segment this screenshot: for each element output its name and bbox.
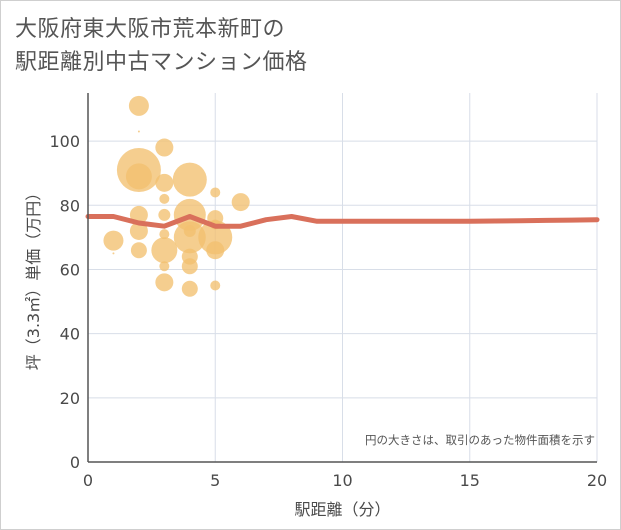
bubble-point-9: [155, 138, 174, 157]
y-tick-label-20: 20: [60, 389, 80, 408]
bubble-point-17: [172, 162, 207, 197]
y-tick-label-0: 0: [70, 453, 80, 472]
bubble-point-14: [151, 237, 178, 264]
bubble-point-28: [206, 241, 225, 260]
bubble-point-5: [125, 163, 152, 190]
bubble-point-20: [173, 221, 206, 254]
bubble-point-3: [137, 130, 140, 133]
bubble-point-1: [112, 252, 115, 255]
bubble-point-24: [210, 187, 221, 198]
bubble-point-12: [158, 208, 171, 221]
average-line-series: [85, 214, 600, 229]
x-tick-label-10: 10: [332, 471, 352, 490]
axes: [87, 93, 597, 463]
bubble-point-0: [103, 230, 124, 251]
y-tick-label-40: 40: [60, 325, 80, 344]
chart-title: 大阪府東大阪市荒本新町の 駅距離別中古マンション価格: [15, 13, 605, 79]
bubble-series: [103, 95, 250, 297]
bubble-point-8: [130, 242, 147, 259]
x-axis-label: 駅距離（分）: [294, 500, 390, 519]
bubble-point-7: [129, 221, 148, 240]
chart-title-line1: 大阪府東大阪市荒本新町の: [15, 17, 286, 42]
y-axis-label: 坪（3.3㎡）単価（万円）: [24, 185, 43, 370]
bubble-point-30: [231, 193, 250, 212]
bubble-point-16: [155, 273, 174, 292]
bubble-point-29: [210, 280, 221, 291]
bubble-point-10: [155, 173, 174, 192]
chart-title-line2: 駅距離別中古マンション価格: [15, 50, 308, 75]
bubble-point-22: [181, 258, 198, 275]
x-tick-label-20: 20: [587, 471, 607, 490]
bubble-point-2: [128, 95, 149, 116]
x-tick-label-5: 5: [210, 471, 220, 490]
grid-lines: [88, 93, 598, 462]
y-tick-label-60: 60: [60, 260, 80, 279]
bubble-point-27: [198, 220, 233, 255]
average-line: [85, 214, 600, 229]
bubble-point-13: [159, 229, 170, 240]
y-tick-label-100: 100: [49, 132, 80, 151]
bubble-point-11: [159, 193, 170, 204]
tick-labels: 0 20 40 60 80 100 0 5 10 15 20: [49, 132, 607, 490]
x-tick-label-15: 15: [460, 471, 480, 490]
y-tick-label-80: 80: [60, 196, 80, 215]
x-tick-label-0: 0: [83, 471, 93, 490]
bubble-size-note: 円の大きさは、取引のあった物件面積を示す: [365, 433, 595, 447]
bubble-point-15: [159, 261, 170, 272]
bubble-point-23: [181, 280, 198, 297]
